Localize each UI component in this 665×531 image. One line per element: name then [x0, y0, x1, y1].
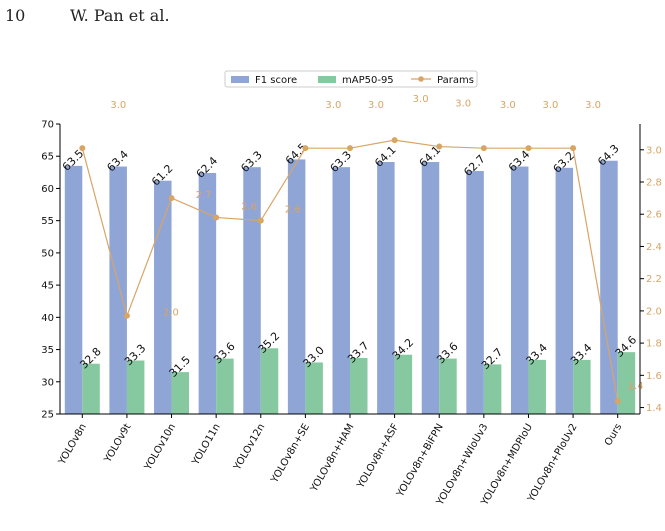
params-point [347, 145, 353, 152]
left-tick-label: 40 [41, 313, 54, 324]
f1-bar [198, 172, 217, 414]
legend-label-params: Params [437, 75, 474, 86]
map-bar [82, 363, 100, 414]
f1-bar [287, 159, 306, 414]
left-tick-label: 35 [41, 345, 54, 356]
x-tick-label: YOLOv8n+ASF [355, 422, 401, 491]
params-value-label: 2.7 [196, 190, 212, 201]
left-tick-label: 70 [41, 120, 54, 131]
map-bar [126, 360, 145, 414]
right-tick-label: 1.4 [646, 403, 662, 414]
x-tick-label: YOLOv8n [56, 422, 89, 467]
params-value-label: 3.0 [455, 99, 471, 110]
x-tick-label: YOLOv8n+BiFPN [395, 422, 446, 500]
legend-label-f1: F1 score [255, 75, 297, 86]
left-tick-label: 45 [41, 281, 54, 292]
map-bar [394, 354, 413, 414]
legend-label-map: mAP50-95 [342, 75, 394, 86]
legend-swatch-map [318, 76, 336, 83]
left-tick-label: 25 [41, 410, 54, 421]
f1-bar [243, 167, 261, 414]
x-tick-label: YOLOv8n+PIoUv2 [526, 422, 580, 505]
f1-bar [510, 166, 529, 414]
params-value-label: 3.0 [110, 100, 126, 111]
f1-bar [109, 166, 127, 414]
f1-bar [377, 162, 395, 414]
left-tick-label: 50 [41, 248, 54, 259]
x-tick-label: YOLOv8n+HAM [308, 422, 356, 495]
params-value-label: 3.0 [413, 94, 429, 105]
map-bar [483, 364, 502, 414]
left-tick-label: 60 [41, 184, 54, 195]
params-point [213, 214, 220, 221]
f1-bar [600, 160, 618, 414]
x-tick-label: YOLO11n [190, 422, 223, 468]
f1-bar [154, 180, 172, 414]
left-tick-label: 55 [41, 216, 54, 227]
params-value-label: 3.0 [543, 100, 559, 111]
legend-swatch-f1 [231, 76, 249, 83]
page-header: 10 W. Pan et al. [0, 6, 665, 30]
right-tick-label: 2.4 [646, 242, 662, 253]
params-point [480, 145, 487, 152]
right-tick-label: 3.0 [646, 145, 662, 156]
left-tick-label: 65 [41, 152, 54, 163]
left-tick-label: 30 [41, 377, 54, 388]
params-value-label: 1.4 [628, 381, 644, 392]
params-point [614, 398, 621, 405]
right-tick-label: 2.8 [646, 178, 662, 189]
x-tick-label: YOLOv9t [102, 422, 133, 465]
x-tick-label: YOLOv12n [232, 422, 268, 473]
params-point [257, 217, 264, 224]
map-bar [528, 359, 546, 414]
params-point [391, 137, 398, 144]
params-point [436, 143, 443, 150]
x-tick-label: YOLOv8n+MDPIoU [479, 422, 535, 508]
params-value-label: 3.0 [585, 100, 601, 111]
params-value-label: 3.0 [325, 100, 341, 111]
x-tick-label: Ours [603, 422, 624, 448]
x-tick-label: YOLOv8n+SE [269, 422, 312, 486]
params-value-label: 2.6 [241, 201, 257, 212]
params-point [570, 145, 577, 152]
map-bar [305, 362, 323, 414]
map-bar [439, 358, 457, 414]
f1-bar [64, 165, 83, 414]
legend-swatch-params-dot [418, 76, 424, 82]
f1-bar [555, 167, 574, 414]
params-value-label: 2.6 [285, 205, 301, 216]
x-tick-label: YOLOv8n+WIoUv3 [434, 422, 490, 508]
params-point [525, 145, 532, 152]
right-tick-label: 2.2 [646, 274, 662, 285]
params-value-label: 3.0 [368, 100, 384, 111]
params-value-label: 3.0 [500, 100, 516, 111]
x-tick-label: YOLOv10n [142, 422, 178, 473]
map-bar [260, 348, 279, 414]
right-tick-label: 2.0 [646, 306, 662, 317]
f1-bar [466, 171, 484, 414]
params-point [302, 145, 309, 152]
params-value-label: 2.0 [163, 308, 179, 319]
f1-bar [332, 167, 350, 414]
params-point [79, 145, 86, 152]
running-head: W. Pan et al. [70, 6, 170, 25]
map-bar [171, 372, 190, 414]
map-bar [216, 358, 234, 414]
legend-box [224, 70, 478, 88]
right-tick-label: 1.8 [646, 339, 662, 350]
map-bar [573, 359, 591, 414]
page-number: 10 [5, 6, 26, 25]
params-point [123, 312, 130, 319]
right-tick-label: 1.6 [646, 371, 662, 382]
map-bar [617, 352, 636, 414]
right-tick-label: 2.6 [646, 210, 662, 221]
map-bar [350, 357, 368, 414]
params-point [168, 195, 175, 202]
f1-bar [421, 162, 440, 414]
